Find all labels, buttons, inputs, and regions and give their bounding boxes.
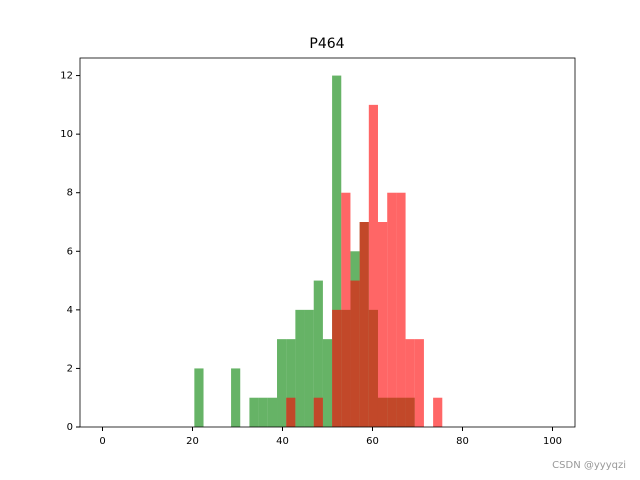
x-tick-label: 40 [276,436,289,447]
histogram-bar [258,397,268,427]
x-tick-label: 60 [366,436,379,447]
histogram-bar [396,192,406,427]
watermark: CSDN @yyyqzi [552,460,626,471]
histogram-bar [286,339,296,427]
histogram-bar [387,192,397,427]
y-tick-label: 12 [60,71,73,82]
histogram-bar [405,339,415,427]
histogram-bar [295,309,305,427]
y-tick-label: 8 [67,188,73,199]
histogram-bar [322,339,333,427]
y-tick-label: 4 [67,305,73,316]
histogram-bar [286,397,296,427]
histogram-bar [194,368,204,427]
histogram-bar [433,397,443,427]
histogram-bar [304,309,314,427]
x-tick-label: 0 [99,436,105,447]
histogram-bar [350,280,360,427]
histogram-bar [277,339,287,427]
y-tick-label: 6 [67,246,73,257]
chart-title: P464 [309,36,344,52]
histogram-bar [267,397,278,427]
histogram-bar [359,222,369,427]
histogram-bar [313,280,323,427]
y-tick-label: 0 [67,422,73,433]
histogram-bar [341,192,351,427]
axes-frame [79,57,576,428]
histogram-bar [332,75,342,428]
histogram-bar [231,368,241,427]
x-tick-label: 100 [543,436,562,447]
x-tick-label: 80 [456,436,469,447]
histogram-bar [249,397,259,427]
y-tick-label: 10 [60,129,73,140]
histogram-bar [313,397,323,427]
x-tick-label: 20 [186,436,199,447]
y-tick-label: 2 [67,363,73,374]
histogram-bar [368,104,378,427]
histogram-bar [377,222,388,427]
histogram-bar [332,309,342,427]
histogram-bar [414,339,424,427]
